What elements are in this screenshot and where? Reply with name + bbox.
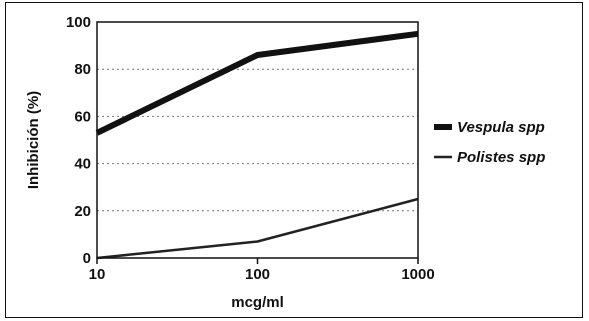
x-tick-label: 10 — [89, 266, 106, 283]
y-axis-title: Inhibición (%) — [25, 91, 42, 189]
series-line-polistes-spp — [96, 197, 419, 260]
x-tick-label: 100 — [245, 266, 270, 283]
y-tick-label: 100 — [66, 14, 91, 31]
legend-label: Vespula spp — [457, 119, 545, 136]
chart-frame — [5, 2, 583, 318]
series-line-vespula-spp — [95, 30, 419, 136]
legend-label: Polistes spp — [457, 149, 545, 166]
y-tick-label: 60 — [74, 108, 91, 125]
y-tick-label: 80 — [74, 61, 91, 78]
y-tick-labels: 0 20 40 60 80 100 — [66, 14, 91, 267]
legend: Vespula spp Polistes spp — [434, 119, 545, 166]
plot-area — [96, 21, 419, 259]
x-tick-labels: 10 100 1000 — [89, 258, 435, 283]
y-tick-label: 0 — [83, 250, 91, 267]
y-tick-label: 40 — [74, 156, 91, 173]
y-tick-label: 20 — [74, 203, 91, 220]
series-lines — [95, 30, 419, 260]
x-axis-title: mcg/ml — [231, 294, 284, 311]
grid-lines — [97, 68, 418, 212]
x-tick-label: 1000 — [401, 266, 434, 283]
